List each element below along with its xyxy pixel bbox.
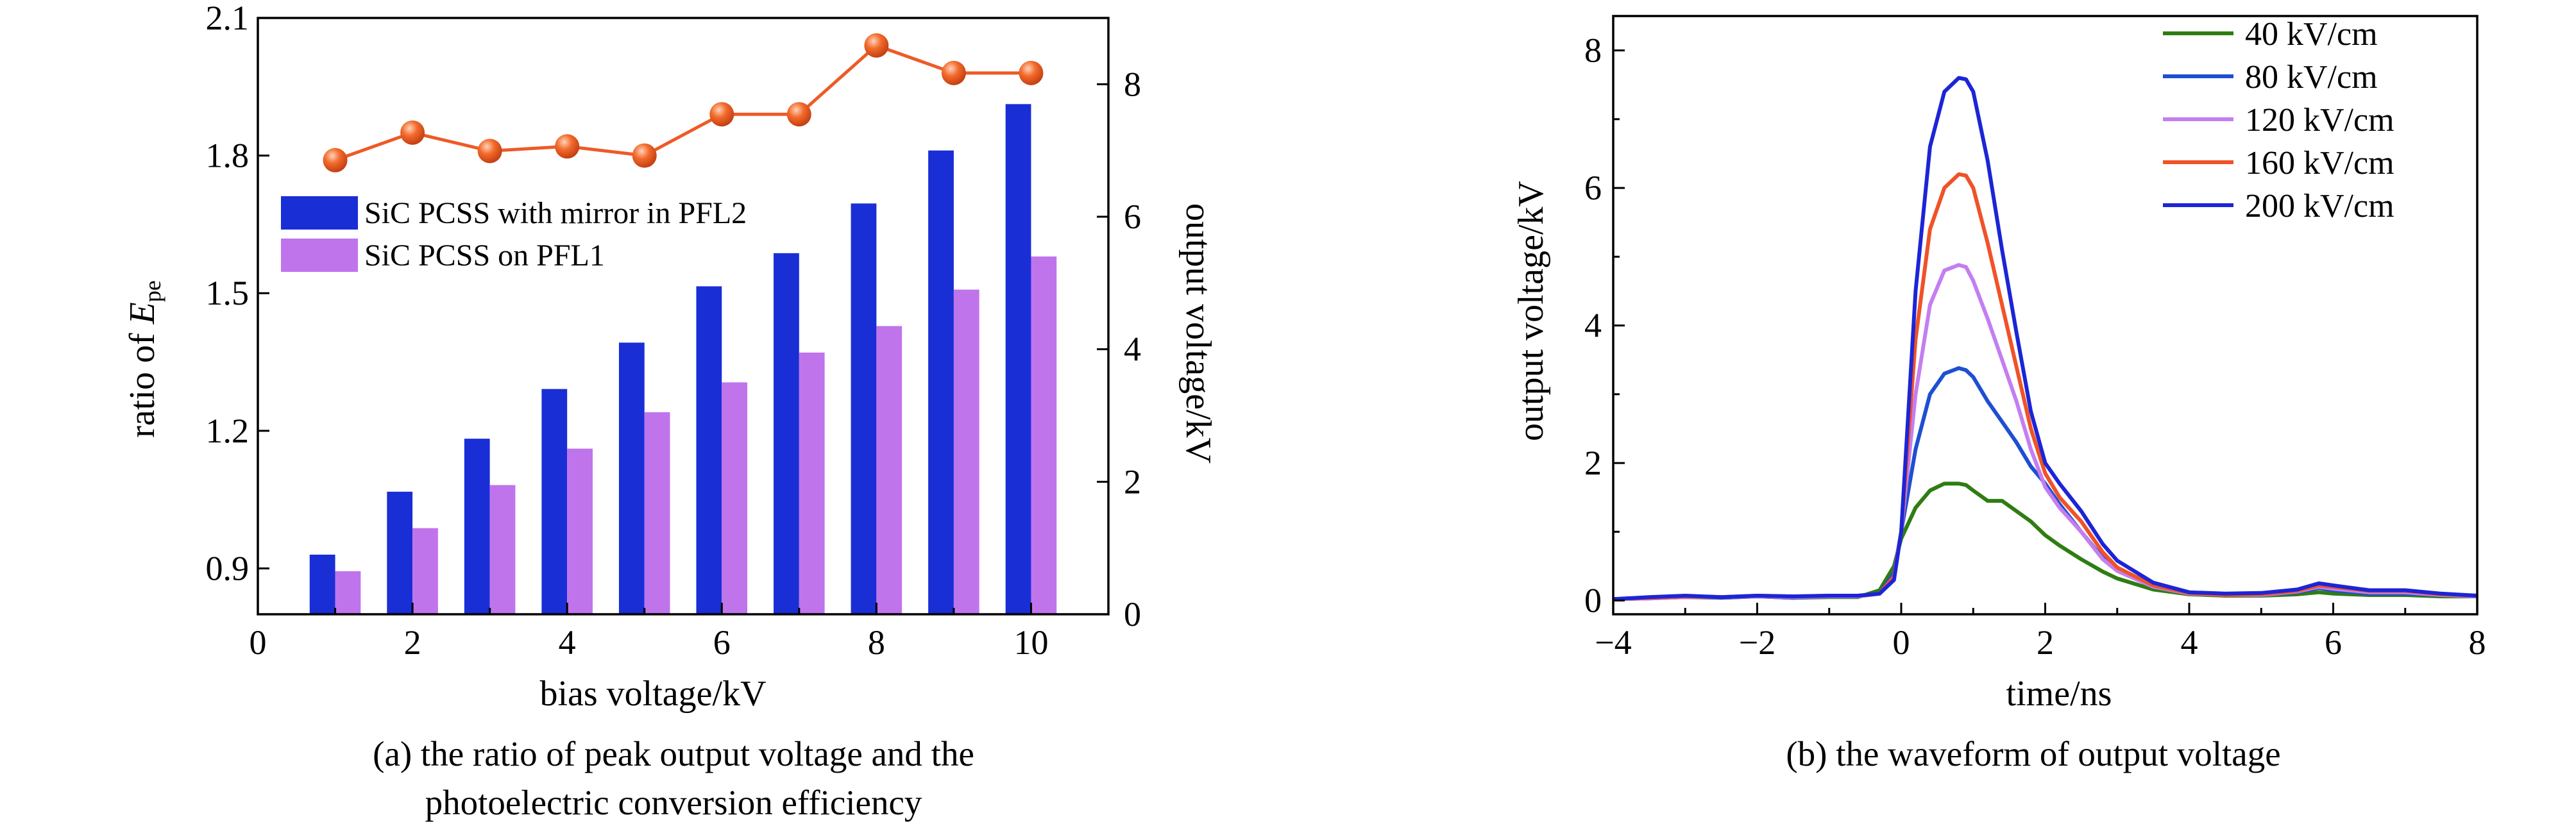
x-tick-label: 4	[2181, 623, 2198, 662]
panel-a-x-ticks: 0 2 4 6 8 10	[250, 603, 1110, 662]
bar-mirror-pfl2	[309, 555, 335, 614]
bar-on-pfl1	[876, 326, 902, 614]
bar-on-pfl1	[799, 352, 825, 614]
panel-a-legend-swatch-mirror	[281, 196, 358, 230]
efficiency-ratio-line	[334, 44, 1031, 162]
legend-label: 160 kV/cm	[2245, 145, 2394, 181]
left-y-tick-label: 1.5	[206, 274, 250, 312]
bar-mirror-pfl2	[618, 342, 645, 614]
x-tick-label: 10	[1013, 623, 1048, 662]
panel-b-y-axis-label: output voltage/kV	[1511, 181, 1551, 441]
right-y-tick-label: 0	[1124, 595, 1141, 634]
panel-a-x-axis-label: bias voltage/kV	[539, 674, 766, 714]
x-tick-label: 4	[559, 623, 576, 662]
efficiency-point	[323, 147, 348, 172]
bar-on-pfl1	[489, 485, 516, 614]
panel-a-caption-line-2: photoelectric conversion efficiency	[425, 783, 922, 822]
efficiency-point	[709, 102, 734, 127]
left-y-tick-label: 1.8	[206, 137, 250, 175]
bar-mirror-pfl2	[928, 150, 954, 614]
waveform-line	[1613, 482, 2477, 601]
y-tick-label: 0	[1584, 582, 1602, 620]
legend-label: 40 kV/cm	[2245, 16, 2378, 53]
panel-a-left-y-label-symbol: E	[123, 302, 162, 324]
efficiency-point	[632, 143, 657, 168]
bar-mirror-pfl2	[1005, 104, 1031, 615]
efficiency-point	[400, 120, 425, 145]
panel-a-left-y-label-subscript: pe	[140, 280, 165, 302]
panel-a-legend-swatch-pfl1	[281, 239, 358, 272]
bar-on-pfl1	[644, 412, 670, 614]
panel-a-plot-frame	[257, 17, 1110, 616]
efficiency-point	[1019, 60, 1044, 85]
bar-mirror-pfl2	[696, 286, 722, 614]
bar-mirror-pfl2	[387, 491, 413, 614]
right-y-tick-label: 6	[1124, 197, 1141, 236]
panel-a-right-y-axis-label: output voltage/kV	[1178, 203, 1218, 464]
efficiency-point	[864, 33, 889, 58]
bar-on-pfl1	[953, 289, 979, 614]
x-tick-label: 0	[250, 623, 267, 662]
panel-a-caption: (a) the ratio of peak output voltage and…	[205, 730, 1142, 827]
panel-a-efficiency-line	[323, 33, 1044, 172]
waveform-line	[1613, 263, 2478, 601]
bar-mirror-pfl2	[774, 253, 799, 614]
right-y-tick-label: 8	[1124, 65, 1141, 103]
x-tick-label: 8	[2469, 623, 2486, 662]
panel-a-left-y-ticks: 0.9 1.2 1.5 1.8 2.1	[206, 0, 269, 587]
panel-a-caption-line-1: (a) the ratio of peak output voltage and…	[373, 734, 974, 773]
bar-on-pfl1	[567, 448, 593, 614]
efficiency-point	[941, 60, 966, 85]
panel-a-legend: SiC PCSS with mirror in PFL2 SiC PCSS on…	[281, 196, 747, 273]
panel-b-y-ticks: 0 2 4 6 8	[1584, 31, 1625, 620]
panel-b-waveforms	[1613, 76, 2478, 601]
efficiency-point	[786, 102, 811, 127]
bar-on-pfl1	[1031, 256, 1057, 614]
bar-mirror-pfl2	[464, 439, 490, 614]
panel-b-caption-text: (b) the waveform of output voltage	[1786, 734, 2281, 773]
panel-a-bar-chart: 0 2 4 6 8 10 0.9 1.2 1.5 1.8 2.1 0 2 4 6 8 bias volta…	[123, 0, 1218, 714]
x-tick-label: 2	[2037, 623, 2054, 662]
x-tick-label: 8	[868, 623, 885, 662]
panel-b-caption: (b) the waveform of output voltage	[1578, 730, 2489, 778]
y-tick-label: 4	[1584, 306, 1602, 345]
panel-a-left-y-axis-label: ratio of Epe	[123, 280, 165, 437]
panel-b-line-chart: −4 −2 0 2 4 6 8 0 2 4 6 8 time/ns output voltage/k…	[1511, 15, 2486, 714]
x-tick-label: −4	[1595, 623, 1631, 662]
efficiency-point	[555, 134, 580, 159]
right-y-tick-label: 2	[1124, 462, 1141, 501]
left-y-tick-label: 2.1	[206, 0, 250, 37]
panel-a-bars	[309, 104, 1057, 615]
panel-a-right-y-ticks: 0 2 4 6 8	[1097, 65, 1141, 634]
x-tick-label: 6	[713, 623, 731, 662]
right-y-tick-label: 4	[1124, 330, 1141, 369]
y-tick-label: 2	[1584, 444, 1602, 482]
legend-label: 200 kV/cm	[2245, 188, 2394, 224]
x-tick-label: −2	[1739, 623, 1775, 662]
x-tick-label: 6	[2325, 623, 2342, 662]
efficiency-point	[477, 138, 502, 164]
bar-on-pfl1	[722, 382, 748, 614]
panel-a-legend-label-pfl1: SiC PCSS on PFL1	[364, 239, 605, 273]
bar-mirror-pfl2	[851, 203, 877, 614]
legend-label: 80 kV/cm	[2245, 59, 2378, 96]
legend-label: 120 kV/cm	[2245, 102, 2394, 138]
waveform-line	[1613, 76, 2478, 601]
y-tick-label: 6	[1584, 169, 1602, 207]
y-tick-label: 8	[1584, 31, 1602, 70]
panel-b-legend: 40 kV/cm 80 kV/cm 120 kV/cm 160 kV/cm 200 kV…	[2163, 16, 2394, 224]
left-y-tick-label: 1.2	[206, 412, 250, 450]
panel-a-left-y-label-prefix: ratio of	[123, 324, 162, 437]
bar-on-pfl1	[335, 571, 361, 614]
panel-a-legend-label-mirror: SiC PCSS with mirror in PFL2	[364, 196, 747, 230]
x-tick-label: 2	[404, 623, 421, 662]
panel-b-x-ticks: −4 −2 0 2 4 6 8	[1595, 603, 2486, 662]
x-tick-label: 0	[1893, 623, 1910, 662]
bar-mirror-pfl2	[541, 389, 568, 614]
bar-on-pfl1	[412, 528, 438, 614]
panel-b-x-axis-label: time/ns	[2006, 674, 2112, 714]
left-y-tick-label: 0.9	[206, 549, 250, 587]
